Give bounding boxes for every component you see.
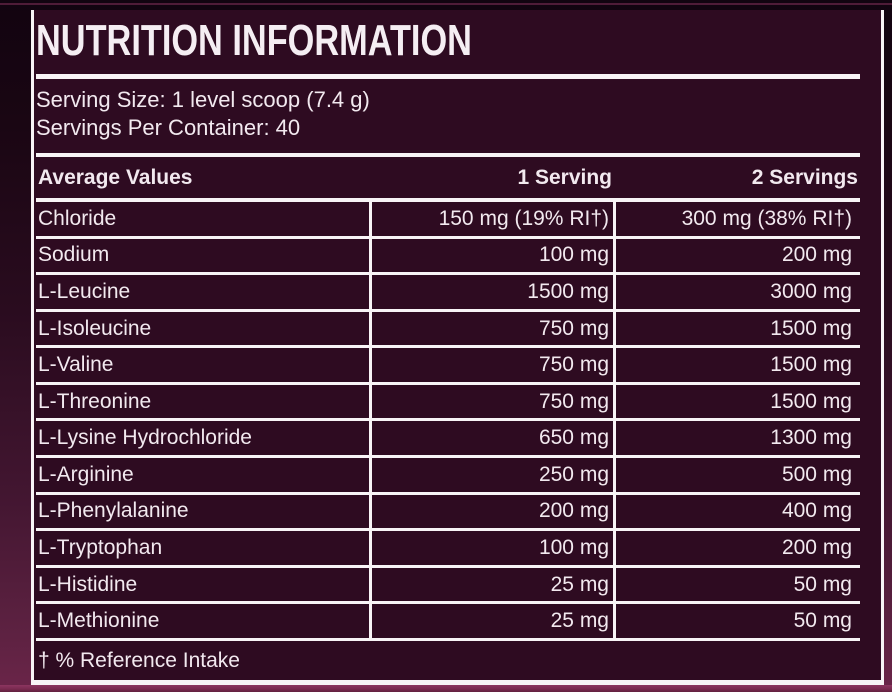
table-header-row: Average Values 1 Serving 2 Servings	[36, 157, 860, 198]
table-row: L-Methionine 25 mg 50 mg	[36, 604, 860, 638]
nutrient-value-2-servings: 1300 mg	[613, 421, 854, 456]
nutrient-value-1-serving: 25 mg	[369, 604, 613, 638]
nutrient-value-1-serving: 100 mg	[369, 531, 613, 565]
nutrient-name: L-Threonine	[38, 389, 152, 413]
nutrient-value-2-servings: 200 mg	[613, 531, 854, 565]
nutrient-name: L-Valine	[38, 353, 114, 377]
nutrient-name: Sodium	[38, 243, 110, 267]
nutrient-value-2-servings: 3000 mg	[613, 275, 854, 309]
nutrient-value-2-servings: 50 mg	[613, 604, 854, 638]
nutrient-value-1-serving: 650 mg	[369, 421, 613, 456]
title-divider	[36, 74, 860, 79]
column-header-2-servings: 2 Servings	[751, 165, 858, 189]
nutrient-name: L-Leucine	[38, 279, 131, 303]
nutrient-name: L-Methionine	[38, 609, 160, 633]
nutrient-value-2-servings: 400 mg	[613, 494, 854, 529]
nutrient-name: L-Isoleucine	[38, 316, 152, 340]
nutrition-information-title: NUTRITION INFORMATION	[36, 16, 472, 65]
bottom-accent-band	[0, 685, 892, 692]
table-row: L-Histidine 25 mg 50 mg	[36, 567, 860, 605]
column-header-average-values: Average Values	[38, 165, 193, 189]
table-header-rule	[36, 198, 860, 202]
nutrient-value-2-servings: 200 mg	[613, 238, 854, 273]
table-row: L-Phenylalanine 200 mg 400 mg	[36, 494, 860, 532]
nutrient-value-1-serving: 750 mg	[369, 384, 613, 419]
nutrient-value-2-servings: 1500 mg	[613, 384, 854, 419]
nutrient-name: L-Arginine	[38, 462, 134, 486]
table-body: Chloride 150 mg (19% RI†) 300 mg (38% RI†)…	[36, 202, 860, 638]
table-row: L-Threonine 750 mg 1500 mg	[36, 384, 860, 422]
nutrient-value-2-servings: 500 mg	[613, 458, 854, 492]
table-row: L-Isoleucine 750 mg 1500 mg	[36, 311, 860, 349]
nutrient-name: L-Tryptophan	[38, 535, 163, 559]
nutrient-value-2-servings: 1500 mg	[613, 311, 854, 346]
nutrient-name: L-Histidine	[38, 572, 138, 596]
serving-size-text: Serving Size: 1 level scoop (7.4 g)	[36, 87, 370, 112]
nutrient-value-1-serving: 200 mg	[369, 494, 613, 529]
nutrient-value-1-serving: 1500 mg	[369, 275, 613, 309]
nutrient-value-2-servings: 300 mg (38% RI†)	[613, 202, 854, 236]
reference-intake-footnote: † % Reference Intake	[36, 638, 860, 677]
nutrient-value-1-serving: 100 mg	[369, 238, 613, 273]
nutrient-value-1-serving: 250 mg	[369, 458, 613, 492]
nutrition-panel: NUTRITION INFORMATION Serving Size: 1 le…	[31, 10, 884, 685]
nutrient-value-1-serving: 150 mg (19% RI†)	[369, 202, 613, 236]
table-top-rule	[36, 153, 860, 157]
table-row: L-Lysine Hydrochloride 650 mg 1300 mg	[36, 421, 860, 459]
nutrient-value-2-servings: 1500 mg	[613, 348, 854, 382]
nutrient-name: L-Lysine Hydrochloride	[38, 426, 252, 450]
nutrient-value-1-serving: 25 mg	[369, 567, 613, 602]
table-row: L-Valine 750 mg 1500 mg	[36, 348, 860, 385]
column-header-1-serving: 1 Serving	[517, 165, 612, 189]
nutrient-value-1-serving: 750 mg	[369, 311, 613, 346]
table-row: Sodium 100 mg 200 mg	[36, 238, 860, 276]
table-row: L-Leucine 1500 mg 3000 mg	[36, 275, 860, 312]
nutrition-table: Average Values 1 Serving 2 Servings Chlo…	[36, 153, 860, 677]
table-row: L-Arginine 250 mg 500 mg	[36, 458, 860, 495]
servings-per-container-text: Servings Per Container: 40	[36, 115, 301, 140]
table-row: Chloride 150 mg (19% RI†) 300 mg (38% RI†)	[36, 202, 860, 239]
nutrient-name: L-Phenylalanine	[38, 499, 189, 523]
nutrient-value-2-servings: 50 mg	[613, 567, 854, 602]
nutrient-value-1-serving: 750 mg	[369, 348, 613, 382]
top-accent-line	[0, 3, 892, 5]
nutrient-name: Chloride	[38, 206, 117, 230]
table-row: L-Tryptophan 100 mg 200 mg	[36, 531, 860, 568]
serving-info: Serving Size: 1 level scoop (7.4 g) Serv…	[36, 86, 370, 142]
